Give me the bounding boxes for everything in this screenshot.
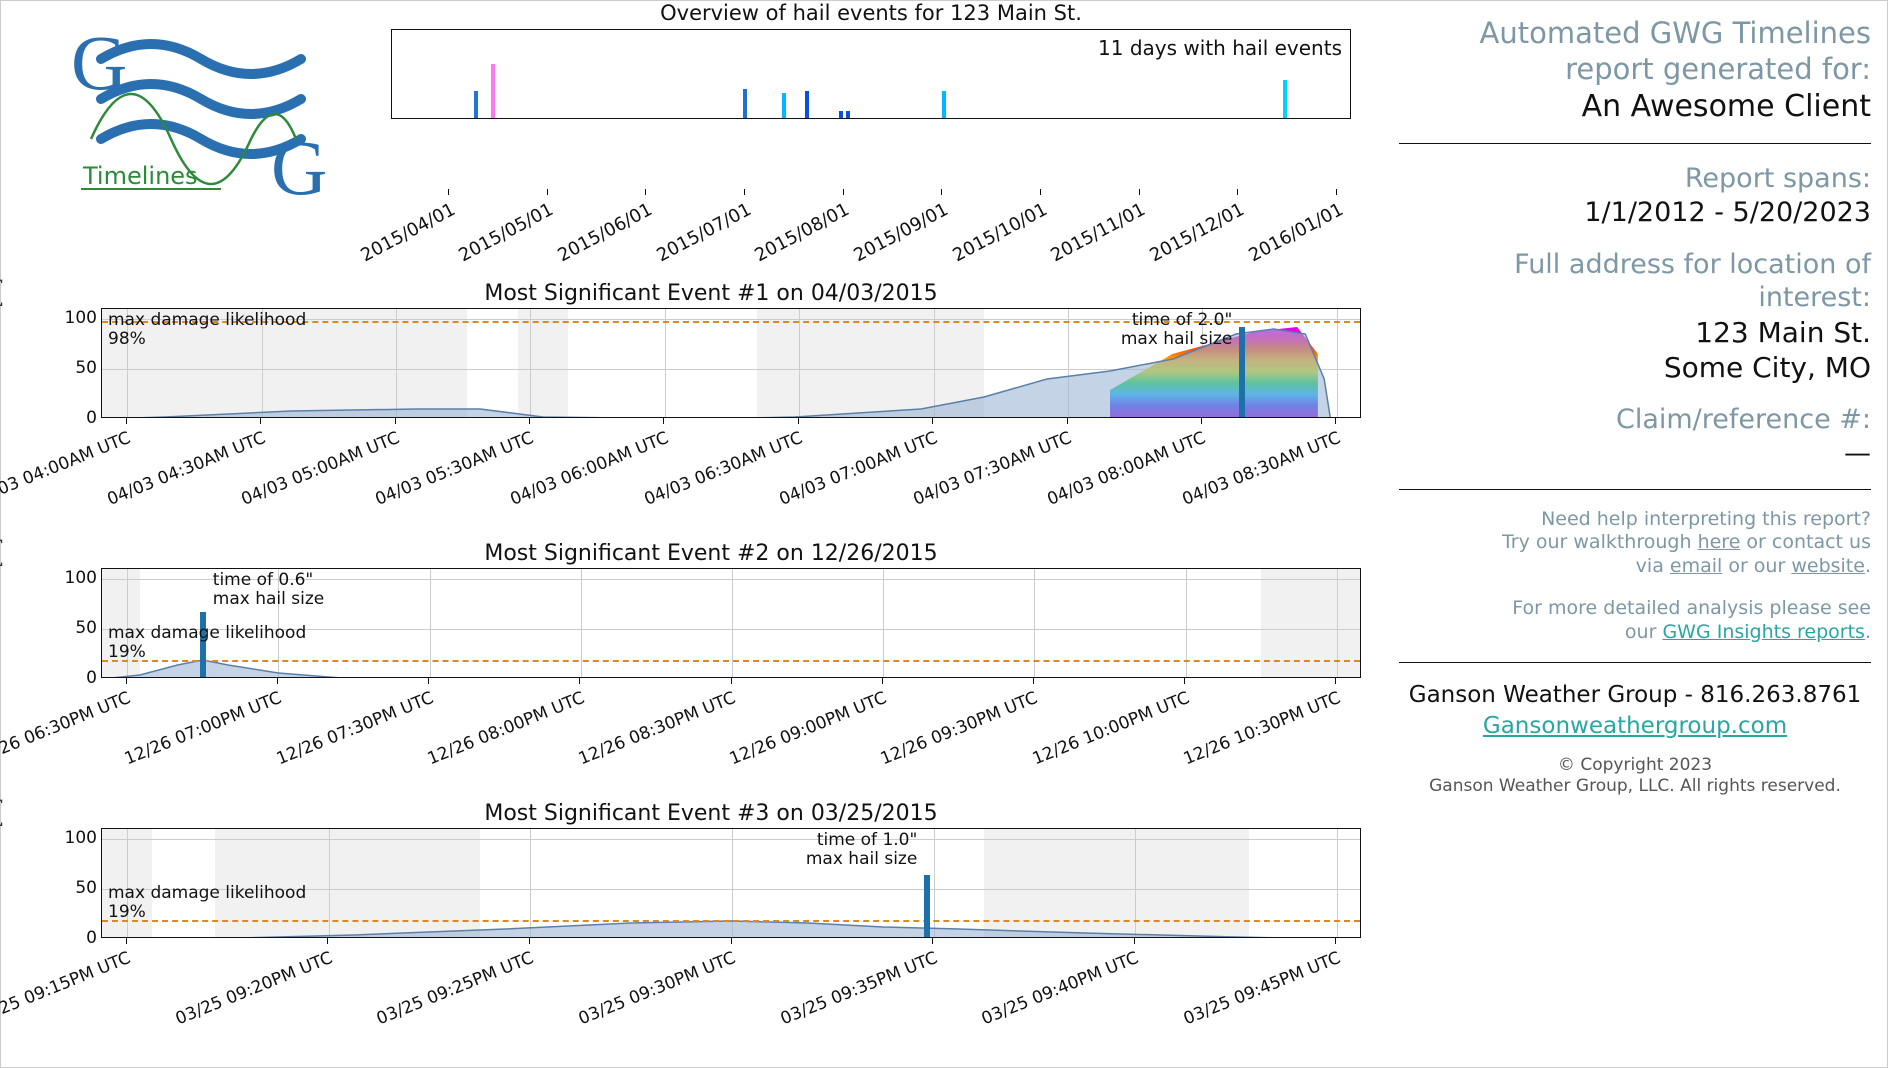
event2-title: Most Significant Event #2 on 12/26/2015 — [61, 541, 1361, 566]
ytick-label: 0 — [59, 928, 97, 948]
overview-chart: Overview of hail events for 123 Main St.… — [391, 1, 1351, 189]
more-line-1: For more detailed analysis please see — [1399, 597, 1871, 621]
event1-panel: Most Significant Event #1 on 04/03/2015 … — [61, 281, 1361, 498]
ytick-label: 0 — [59, 408, 97, 428]
max-hail-marker — [924, 875, 930, 937]
ytick-label: 50 — [59, 618, 97, 638]
addr-label-1: Full address for location of — [1399, 248, 1871, 282]
event2-panel: Most Significant Event #2 on 12/26/2015 … — [61, 541, 1361, 758]
span-label: Report spans: — [1399, 162, 1871, 196]
ytick-label: 100 — [59, 568, 97, 588]
overview-xaxis: 2015/04/012015/05/012015/06/012015/07/01… — [391, 119, 1351, 189]
overview-event-bar — [743, 89, 747, 118]
event2-xaxis: 12/26 06:30PM UTC12/26 07:00PM UTC12/26 … — [101, 678, 1361, 758]
max-hail-label: time of 1.0"max hail size — [806, 831, 917, 868]
copyright-1: © Copyright 2023 — [1399, 755, 1871, 776]
website-link[interactable]: website — [1791, 555, 1865, 577]
client-name: An Awesome Client — [1399, 88, 1871, 126]
event2-plot-area: max damage likelihood19% time of 0.6"max … — [101, 568, 1361, 678]
claim-label: Claim/reference #: — [1399, 403, 1871, 437]
event2-ylabel: Damage likelihood [%] — [0, 531, 5, 661]
addr-line-2: Some City, MO — [1399, 350, 1871, 385]
email-link[interactable]: email — [1670, 555, 1722, 577]
max-hail-label: time of 2.0"max hail size — [1121, 311, 1232, 348]
addr-label-2: interest: — [1399, 281, 1871, 315]
footer-site-link[interactable]: Gansonweathergroup.com — [1483, 713, 1787, 739]
divider — [1399, 489, 1871, 490]
overview-event-bar — [805, 91, 809, 118]
max-hail-label: time of 0.6"max hail size — [213, 571, 324, 608]
overview-plot-area: 11 days with hail events — [391, 29, 1351, 119]
walkthrough-link[interactable]: here — [1698, 531, 1741, 553]
help-line-2: Try our walkthrough here or contact us — [1399, 531, 1871, 555]
report-sidebar: Automated GWG Timelines report generated… — [1389, 1, 1888, 1067]
event1-ylabel: Damage likelihood [%] — [0, 271, 5, 401]
divider — [1399, 143, 1871, 144]
ytick-label: 0 — [59, 668, 97, 688]
event1-plot-area: max damage likelihood98% time of 2.0"max … — [101, 308, 1361, 418]
help-line-3: via email or our website. — [1399, 555, 1871, 579]
overview-event-bar — [491, 64, 495, 118]
logo-text: Timelines — [82, 162, 198, 190]
ytick-label: 50 — [59, 878, 97, 898]
overview-annotation: 11 days with hail events — [1098, 36, 1342, 60]
ytick-label: 100 — [59, 828, 97, 848]
help-line-1: Need help interpreting this report? — [1399, 508, 1871, 532]
footer-contact: Ganson Weather Group - 816.263.8761 — [1399, 681, 1871, 710]
copyright-2: Ganson Weather Group, LLC. All rights re… — [1399, 776, 1871, 797]
ytick-label: 100 — [59, 308, 97, 328]
span-value: 1/1/2012 - 5/20/2023 — [1399, 196, 1871, 230]
report-root: G G Timelines Overview of hail events fo… — [0, 0, 1888, 1068]
max-hail-marker — [1239, 327, 1245, 417]
max-likelihood-label: max damage likelihood98% — [108, 311, 306, 348]
overview-event-bar — [474, 91, 478, 118]
overview-event-bar — [782, 93, 786, 118]
charts-column: G G Timelines Overview of hail events fo… — [1, 1, 1389, 1067]
more-line-2: our GWG Insights reports. — [1399, 621, 1871, 645]
overview-event-bar — [846, 111, 850, 118]
overview-event-bar — [839, 111, 843, 118]
gwg-timelines-logo: G G Timelines — [61, 19, 331, 209]
overview-event-bar — [942, 91, 946, 118]
max-likelihood-label: max damage likelihood19% — [108, 884, 306, 921]
insights-link[interactable]: GWG Insights reports — [1662, 621, 1865, 643]
divider — [1399, 662, 1871, 663]
addr-line-1: 123 Main St. — [1399, 315, 1871, 350]
sidebar-heading-2: report generated for: — [1399, 51, 1871, 87]
event3-panel: Most Significant Event #3 on 03/25/2015 … — [61, 801, 1361, 1018]
event3-title: Most Significant Event #3 on 03/25/2015 — [61, 801, 1361, 826]
max-likelihood-label: max damage likelihood19% — [108, 624, 306, 661]
overview-title: Overview of hail events for 123 Main St. — [391, 1, 1351, 25]
ytick-label: 50 — [59, 358, 97, 378]
event1-title: Most Significant Event #1 on 04/03/2015 — [61, 281, 1361, 306]
event3-plot-area: max damage likelihood19% time of 1.0"max … — [101, 828, 1361, 938]
event3-ylabel: Damage likelihood [%] — [0, 791, 5, 921]
claim-value: — — [1399, 437, 1871, 471]
overview-event-bar — [1283, 80, 1287, 118]
event3-xaxis: 03/25 09:15PM UTC03/25 09:20PM UTC03/25 … — [101, 938, 1361, 1018]
event1-xaxis: 04/03 04:00AM UTC04/03 04:30AM UTC04/03 … — [101, 418, 1361, 498]
sidebar-heading-1: Automated GWG Timelines — [1399, 15, 1871, 51]
